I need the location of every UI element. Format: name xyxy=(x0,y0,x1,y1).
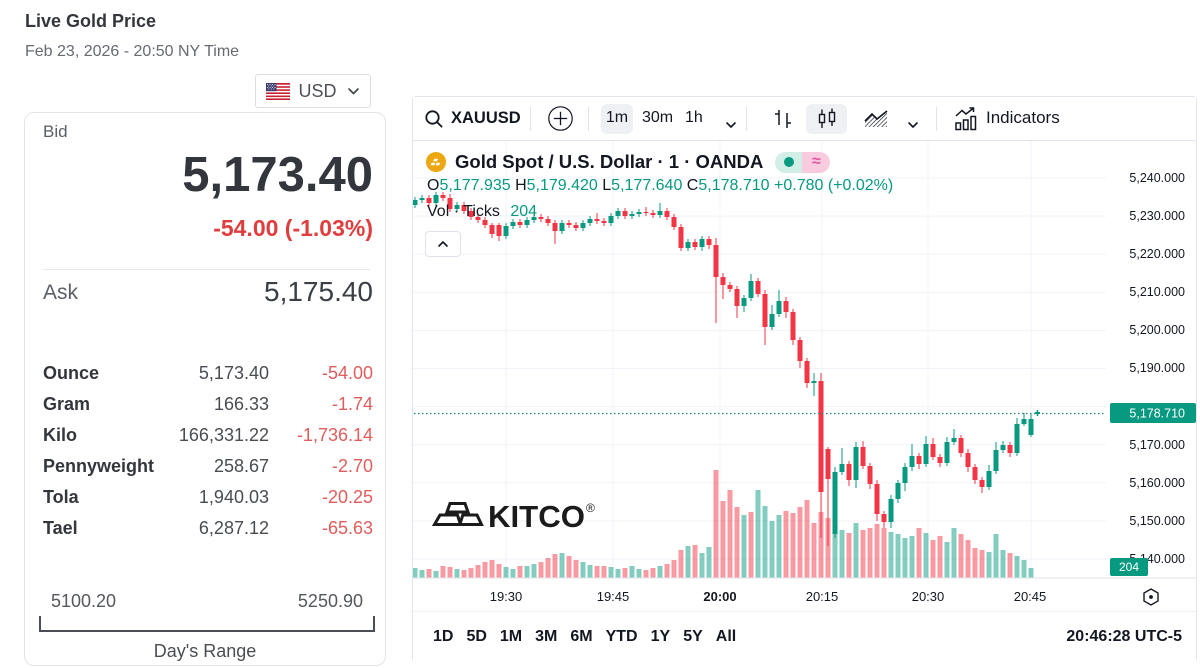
svg-text:®: ® xyxy=(586,501,595,515)
svg-text:5,190.000: 5,190.000 xyxy=(1129,361,1185,375)
svg-text:20:30: 20:30 xyxy=(912,589,945,604)
svg-text:5,200.000: 5,200.000 xyxy=(1129,323,1185,337)
svg-text:5,150.000: 5,150.000 xyxy=(1129,514,1185,528)
svg-text:5,210.000: 5,210.000 xyxy=(1129,285,1185,299)
svg-text:5,160.000: 5,160.000 xyxy=(1129,476,1185,490)
svg-text:20:45: 20:45 xyxy=(1014,589,1047,604)
svg-text:20:00: 20:00 xyxy=(703,589,736,604)
svg-text:5,240.000: 5,240.000 xyxy=(1129,171,1185,185)
svg-text:19:30: 19:30 xyxy=(490,589,523,604)
svg-text:19:45: 19:45 xyxy=(597,589,630,604)
svg-text:5,178.710: 5,178.710 xyxy=(1129,407,1185,421)
svg-text:KITCO: KITCO xyxy=(488,499,585,534)
svg-text:20:15: 20:15 xyxy=(806,589,839,604)
svg-text:5,220.000: 5,220.000 xyxy=(1129,247,1185,261)
svg-text:5,230.000: 5,230.000 xyxy=(1129,209,1185,223)
svg-text:5,170.000: 5,170.000 xyxy=(1129,438,1185,452)
svg-text:204: 204 xyxy=(1119,560,1139,574)
